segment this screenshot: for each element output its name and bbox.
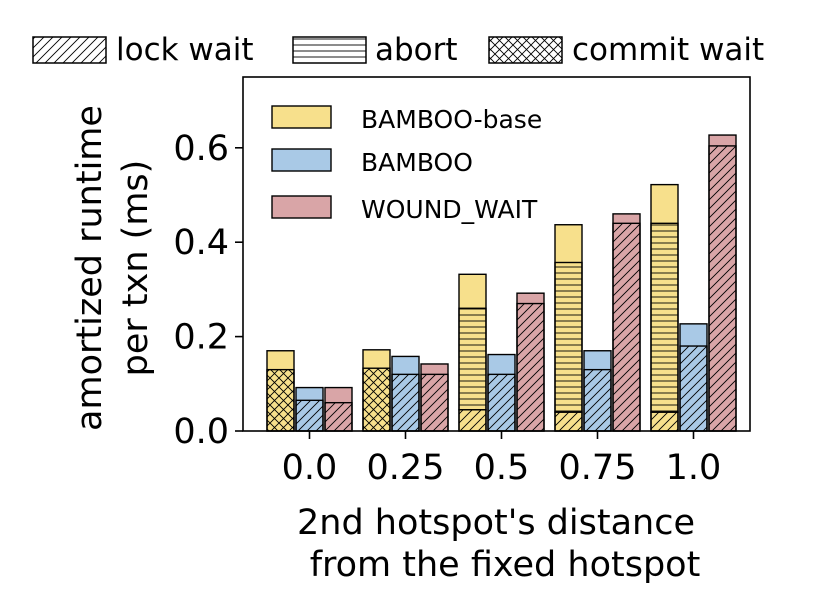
- bar-wound-wait-lock-wait-segment: [612, 222, 641, 432]
- x-tick-label: 1.0: [666, 448, 722, 488]
- y-tick-label: 0.6: [173, 129, 229, 169]
- y-tick-label: 0.4: [173, 223, 229, 263]
- y-axis-label-line-1: amortized runtime: [70, 105, 110, 431]
- bar-wound-wait-lock-wait-segment: [420, 373, 449, 432]
- legend-swatch-bamboo: [271, 148, 332, 172]
- bar-bamboo-base-commit-wait-segment: [266, 368, 295, 432]
- legend-item-wound-wait: WOUND_WAIT: [271, 195, 538, 224]
- y-tick-label: 0.0: [173, 412, 229, 452]
- bar-wound-wait-lock-wait-segment: [516, 302, 545, 432]
- bar-bamboo-base-lock-wait-segment: [554, 411, 583, 432]
- legend-item-bamboo-base: BAMBOO-base: [271, 105, 542, 134]
- x-axis-ticks: 0.0 0.25 0.5 0.75 1.0: [282, 431, 722, 488]
- bar-bamboo-lock-wait-segment: [391, 373, 420, 432]
- bars-layer: [266, 134, 737, 432]
- x-tick-label: 0.25: [367, 448, 445, 488]
- legend-label-bamboo-base: BAMBOO-base: [361, 105, 542, 134]
- bar-bamboo-base-abort-segment: [554, 261, 583, 413]
- lock-wait-swatch: [32, 36, 107, 64]
- bar-wound-wait-lock-wait-segment: [708, 145, 737, 432]
- x-tick-label: 0.5: [474, 448, 530, 488]
- plot-area-frame: [242, 76, 751, 432]
- bar-bamboo-lock-wait-segment: [679, 345, 708, 432]
- x-axis-label: 2nd hotspot's distance from the fixed ho…: [297, 503, 700, 585]
- bar-bamboo-base-lock-wait-segment: [650, 411, 679, 432]
- series-legend: BAMBOO-base BAMBOO WOUND_WAIT: [271, 105, 542, 224]
- legend-swatch-wound-wait: [271, 195, 332, 219]
- x-tick-label: 0.75: [559, 448, 637, 488]
- hatch-legend: lock wait abort commit wait: [32, 32, 764, 68]
- x-axis-label-line-1: 2nd hotspot's distance: [297, 503, 695, 543]
- commit-wait-label: commit wait: [572, 32, 764, 68]
- bar-bamboo-lock-wait-segment: [487, 373, 516, 432]
- abort-label: abort: [375, 32, 458, 68]
- legend-label-wound-wait: WOUND_WAIT: [361, 195, 538, 224]
- hatch-legend-item-lock-wait: lock wait: [32, 32, 254, 68]
- y-axis-ticks: 0.0 0.2 0.4 0.6: [173, 129, 243, 452]
- bar-bamboo-lock-wait-segment: [583, 368, 612, 432]
- legend-item-bamboo: BAMBOO: [271, 148, 473, 177]
- legend-label-bamboo: BAMBOO: [361, 148, 473, 177]
- bar-bamboo-base-abort-segment: [458, 307, 487, 411]
- y-axis-label-line-2: per txn (ms): [116, 160, 156, 377]
- bar-bamboo-lock-wait-segment: [295, 399, 324, 432]
- hatch-legend-item-abort: abort: [292, 32, 458, 68]
- bar-bamboo-base-abort-segment: [650, 222, 679, 413]
- bar-bamboo-base-commit-wait-segment: [362, 367, 391, 432]
- bar-wound-wait-lock-wait-segment: [324, 401, 353, 432]
- legend-swatch-bamboo-base: [271, 105, 332, 129]
- y-axis-label: amortized runtime per txn (ms): [70, 105, 156, 431]
- abort-swatch: [292, 36, 367, 64]
- commit-wait-swatch: [488, 36, 563, 64]
- bar-bamboo-base-lock-wait-segment: [458, 409, 487, 432]
- y-tick-label: 0.2: [173, 318, 229, 358]
- hatch-legend-item-commit-wait: commit wait: [488, 32, 764, 68]
- lock-wait-label: lock wait: [116, 32, 254, 68]
- x-tick-label: 0.0: [282, 448, 338, 488]
- x-axis-label-line-2: from the fixed hotspot: [310, 545, 701, 585]
